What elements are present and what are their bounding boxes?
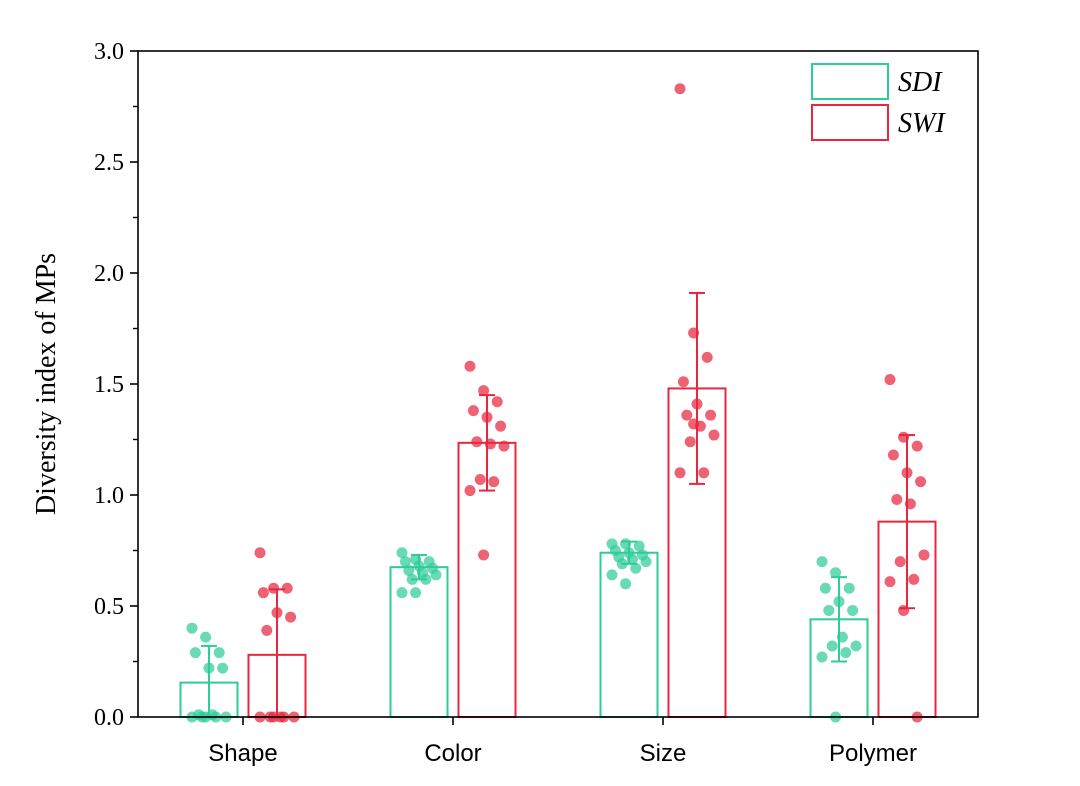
- y-tick-label: 2.5: [94, 150, 124, 176]
- tick-marks: [130, 50, 874, 725]
- point-sdi-polymer: [847, 604, 859, 616]
- point-swi-size: [701, 351, 713, 363]
- data-points: [186, 83, 930, 723]
- legend-swatch-sdi: [811, 63, 889, 100]
- point-sdi-color: [410, 587, 422, 599]
- point-swi-color: [488, 476, 500, 488]
- point-swi-size: [681, 409, 693, 421]
- point-swi-polymer: [908, 573, 920, 585]
- legend-label-sdi: SDI: [898, 67, 943, 98]
- point-swi-color: [464, 485, 476, 497]
- x-tick-labels: Shape Color Size Polymer: [208, 740, 917, 767]
- point-swi-size: [708, 429, 720, 441]
- error-bars: [201, 291, 915, 718]
- point-sdi-polymer: [826, 640, 838, 652]
- y-tick-label: 3.0: [94, 39, 124, 65]
- point-swi-polymer: [891, 493, 903, 505]
- point-sdi-size: [620, 578, 632, 590]
- point-sdi-color: [399, 556, 411, 568]
- point-sdi-color: [430, 569, 442, 581]
- point-sdi-size: [633, 540, 645, 552]
- point-sdi-shape: [200, 631, 212, 643]
- point-sdi-shape: [189, 647, 201, 659]
- x-tick-label-shape: Shape: [208, 740, 277, 767]
- x-tick-label-color: Color: [424, 740, 481, 767]
- y-tick-label: 0.5: [94, 594, 124, 620]
- y-tick-label: 1.5: [94, 372, 124, 398]
- point-swi-size: [674, 83, 686, 95]
- point-swi-size: [684, 436, 696, 448]
- point-swi-polymer: [887, 449, 899, 461]
- point-swi-size: [698, 467, 710, 479]
- point-swi-color: [464, 360, 476, 372]
- point-sdi-shape: [213, 647, 225, 659]
- point-sdi-polymer: [816, 556, 828, 568]
- point-swi-color: [467, 405, 479, 417]
- point-sdi-polymer: [819, 582, 831, 594]
- point-sdi-size: [640, 556, 652, 568]
- point-sdi-polymer: [816, 651, 828, 663]
- point-sdi-polymer: [823, 604, 835, 616]
- y-tick-label: 0.0: [94, 705, 124, 731]
- point-swi-shape: [254, 547, 266, 559]
- point-sdi-polymer: [843, 582, 855, 594]
- y-tick-label: 2.0: [94, 261, 124, 287]
- point-swi-size: [705, 409, 717, 421]
- point-swi-color: [498, 440, 510, 452]
- point-swi-color: [491, 396, 503, 408]
- point-swi-color: [471, 436, 483, 448]
- point-swi-color: [474, 473, 486, 485]
- legend: SDI SWI: [811, 63, 946, 141]
- point-swi-color: [478, 549, 490, 561]
- point-swi-shape: [281, 582, 293, 594]
- point-swi-polymer: [894, 556, 906, 568]
- point-swi-color: [478, 385, 490, 397]
- point-sdi-polymer: [850, 640, 862, 652]
- bars: [179, 387, 937, 719]
- point-swi-polymer: [884, 576, 896, 588]
- point-swi-polymer: [918, 549, 930, 561]
- y-axis-label: Diversity index of MPs: [31, 253, 62, 515]
- point-swi-shape: [261, 624, 273, 636]
- point-sdi-size: [630, 562, 642, 574]
- legend-label-swi: SWI: [898, 108, 946, 139]
- point-swi-polymer: [911, 440, 923, 452]
- point-sdi-color: [396, 547, 408, 559]
- x-tick-label-size: Size: [640, 740, 687, 767]
- point-swi-shape: [285, 611, 297, 623]
- point-swi-shape: [257, 587, 269, 599]
- point-swi-polymer: [884, 374, 896, 386]
- point-sdi-polymer: [840, 647, 852, 659]
- point-sdi-color: [396, 587, 408, 599]
- point-sdi-shape: [217, 662, 229, 674]
- point-swi-size: [677, 376, 689, 388]
- point-sdi-size: [606, 569, 618, 581]
- point-swi-polymer: [915, 476, 927, 488]
- point-sdi-color: [403, 564, 415, 576]
- point-sdi-polymer: [830, 567, 842, 579]
- point-swi-color: [495, 420, 507, 432]
- y-tick-label: 1.0: [94, 483, 124, 509]
- point-sdi-shape: [186, 622, 198, 634]
- point-swi-size: [674, 467, 686, 479]
- plot-frame: [137, 50, 979, 718]
- x-tick-label-polymer: Polymer: [829, 740, 917, 767]
- y-tick-labels: 0.0 0.5 1.0 1.5 2.0 2.5 3.0: [94, 39, 124, 731]
- legend-swatch-swi: [811, 104, 889, 141]
